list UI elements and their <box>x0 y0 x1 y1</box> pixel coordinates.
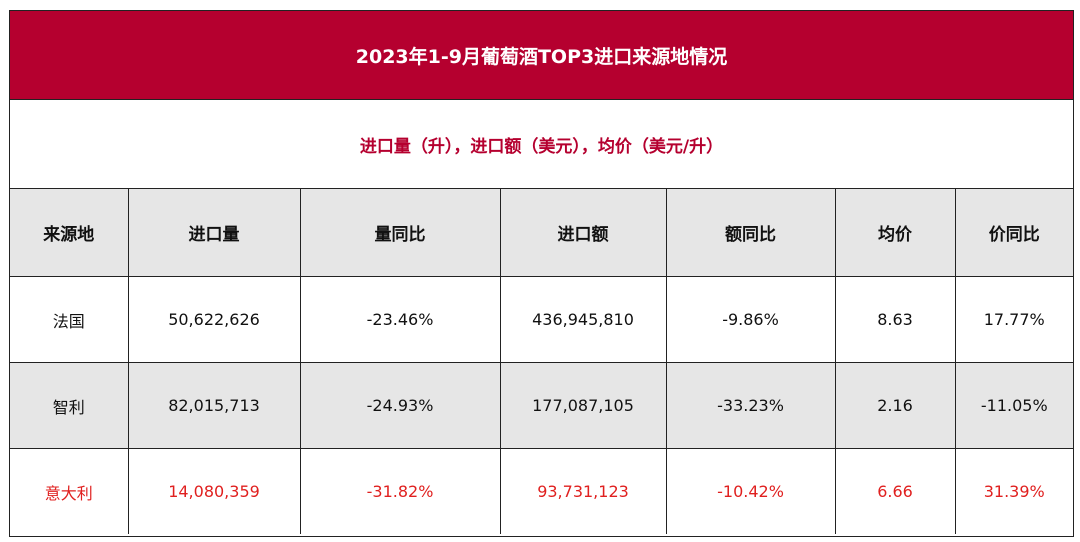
cell-import-volume: 50,622,626 <box>128 276 301 363</box>
cell-avg-price: 6.66 <box>835 448 956 534</box>
import-data-table: 来源地 进口量 量同比 进口额 额同比 均价 价同比 法国 50,622,626… <box>10 189 1073 534</box>
header-import-value: 进口额 <box>500 189 667 277</box>
cell-volume-yoy: -31.82% <box>300 448 501 534</box>
cell-avg-price: 8.63 <box>835 276 956 363</box>
header-row: 来源地 进口量 量同比 进口额 额同比 均价 价同比 <box>10 189 1073 277</box>
units-subtitle: 进口量（升），进口额（美元），均价（美元/升） <box>10 100 1073 189</box>
header-volume-yoy: 量同比 <box>300 189 501 277</box>
cell-volume-yoy: -23.46% <box>300 276 501 363</box>
cell-origin: 法国 <box>10 276 129 363</box>
header-value-yoy: 额同比 <box>666 189 836 277</box>
table-title: 2023年1-9月葡萄酒TOP3进口来源地情况 <box>10 11 1073 100</box>
table-row: 法国 50,622,626 -23.46% 436,945,810 -9.86%… <box>10 276 1073 363</box>
table-row-highlighted: 意大利 14,080,359 -31.82% 93,731,123 -10.42… <box>10 448 1073 534</box>
cell-value-yoy: -9.86% <box>666 276 836 363</box>
cell-import-value: 93,731,123 <box>500 448 667 534</box>
cell-value-yoy: -33.23% <box>666 362 836 449</box>
cell-origin: 智利 <box>10 362 129 449</box>
cell-price-yoy: 17.77% <box>955 276 1073 363</box>
cell-avg-price: 2.16 <box>835 362 956 449</box>
header-origin: 来源地 <box>10 189 129 277</box>
header-price-yoy: 价同比 <box>955 189 1073 277</box>
cell-volume-yoy: -24.93% <box>300 362 501 449</box>
cell-import-value: 436,945,810 <box>500 276 667 363</box>
cell-value-yoy: -10.42% <box>666 448 836 534</box>
cell-price-yoy: 31.39% <box>983 482 1045 501</box>
header-import-volume: 进口量 <box>128 189 301 277</box>
cell-import-volume: 14,080,359 <box>128 448 301 534</box>
table-row: 智利 82,015,713 -24.93% 177,087,105 -33.23… <box>10 362 1073 449</box>
cell-import-value: 177,087,105 <box>500 362 667 449</box>
cell-price-yoy: -11.05% <box>955 362 1073 449</box>
header-avg-price: 均价 <box>835 189 956 277</box>
cell-import-volume: 82,015,713 <box>128 362 301 449</box>
cell-origin: 意大利 <box>10 448 129 534</box>
wine-import-table-card: 2023年1-9月葡萄酒TOP3进口来源地情况 进口量（升），进口额（美元），均… <box>9 10 1074 537</box>
